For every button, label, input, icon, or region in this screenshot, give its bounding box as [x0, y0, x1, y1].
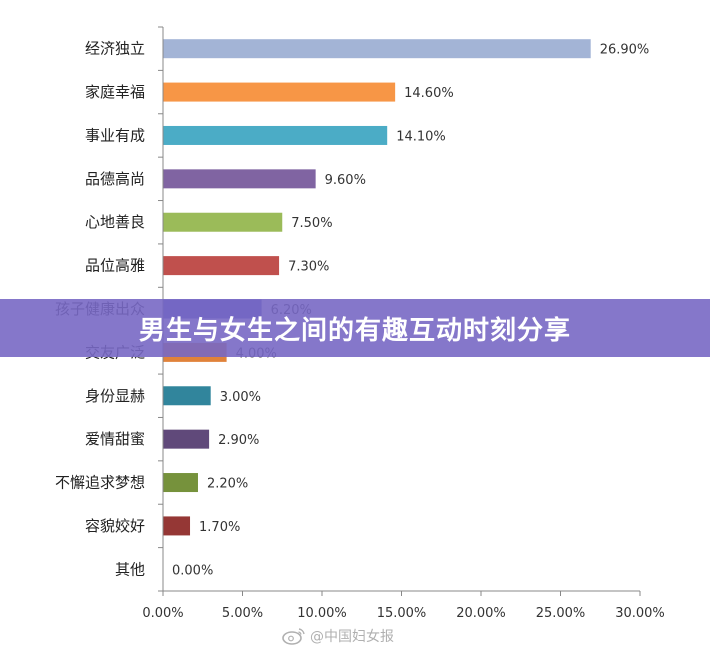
- category-label-12: 其他: [115, 560, 145, 578]
- watermark-text: @中国妇女报: [310, 629, 394, 645]
- value-label-5: 7.30%: [288, 260, 329, 275]
- category-label-11: 容貌姣好: [85, 517, 145, 535]
- bar-4: [163, 212, 283, 232]
- value-label-12: 0.00%: [172, 563, 213, 578]
- bar-3: [163, 169, 316, 189]
- value-label-3: 9.60%: [325, 173, 366, 188]
- x-tick-label-6: 30.00%: [615, 606, 665, 621]
- category-label-1: 家庭幸福: [85, 83, 145, 101]
- bar-5: [163, 256, 280, 276]
- x-tick-label-5: 25.00%: [536, 606, 586, 621]
- weibo-icon: [282, 628, 305, 645]
- axes-group: 经济独立 26.90% 家庭幸福 14.60% 事业有成 14.10% 品德高尚 9.60% 心…: [55, 26, 665, 621]
- bars-group: [163, 39, 591, 536]
- category-label-2: 事业有成: [85, 126, 145, 144]
- value-label-0: 26.90%: [600, 43, 650, 58]
- bar-9: [163, 429, 210, 449]
- bar-1: [163, 82, 396, 102]
- x-tick-label-4: 20.00%: [456, 606, 506, 621]
- value-label-9: 2.90%: [218, 433, 259, 448]
- bar-0: [163, 39, 591, 59]
- bar-2: [163, 125, 388, 145]
- bar-8: [163, 386, 211, 406]
- category-label-0: 经济独立: [85, 40, 145, 58]
- category-label-10: 不懈追求梦想: [55, 474, 145, 492]
- category-label-9: 爱情甜蜜: [85, 430, 145, 448]
- value-label-11: 1.70%: [199, 520, 240, 535]
- value-label-8: 3.00%: [220, 390, 261, 405]
- x-tick-label-3: 15.00%: [377, 606, 427, 621]
- x-tick-label-0: 0.00%: [142, 606, 183, 621]
- bar-10: [163, 473, 198, 493]
- x-tick-label-2: 10.00%: [297, 606, 347, 621]
- category-label-5: 品位高雅: [85, 257, 145, 275]
- category-label-8: 身份显赫: [85, 387, 145, 405]
- category-label-4: 心地善良: [85, 213, 145, 231]
- value-label-4: 7.50%: [291, 216, 332, 231]
- watermark: @中国妇女报: [282, 626, 394, 646]
- value-label-1: 14.60%: [404, 86, 454, 101]
- banner-title: 男生与女生之间的有趣互动时刻分享: [138, 315, 571, 346]
- value-label-2: 14.10%: [396, 129, 446, 144]
- x-tick-label-1: 5.00%: [222, 606, 263, 621]
- category-label-3: 品德高尚: [85, 170, 145, 188]
- title-banner: 男生与女生之间的有趣互动时刻分享: [0, 299, 710, 357]
- bar-11: [163, 516, 191, 536]
- value-label-10: 2.20%: [207, 477, 248, 492]
